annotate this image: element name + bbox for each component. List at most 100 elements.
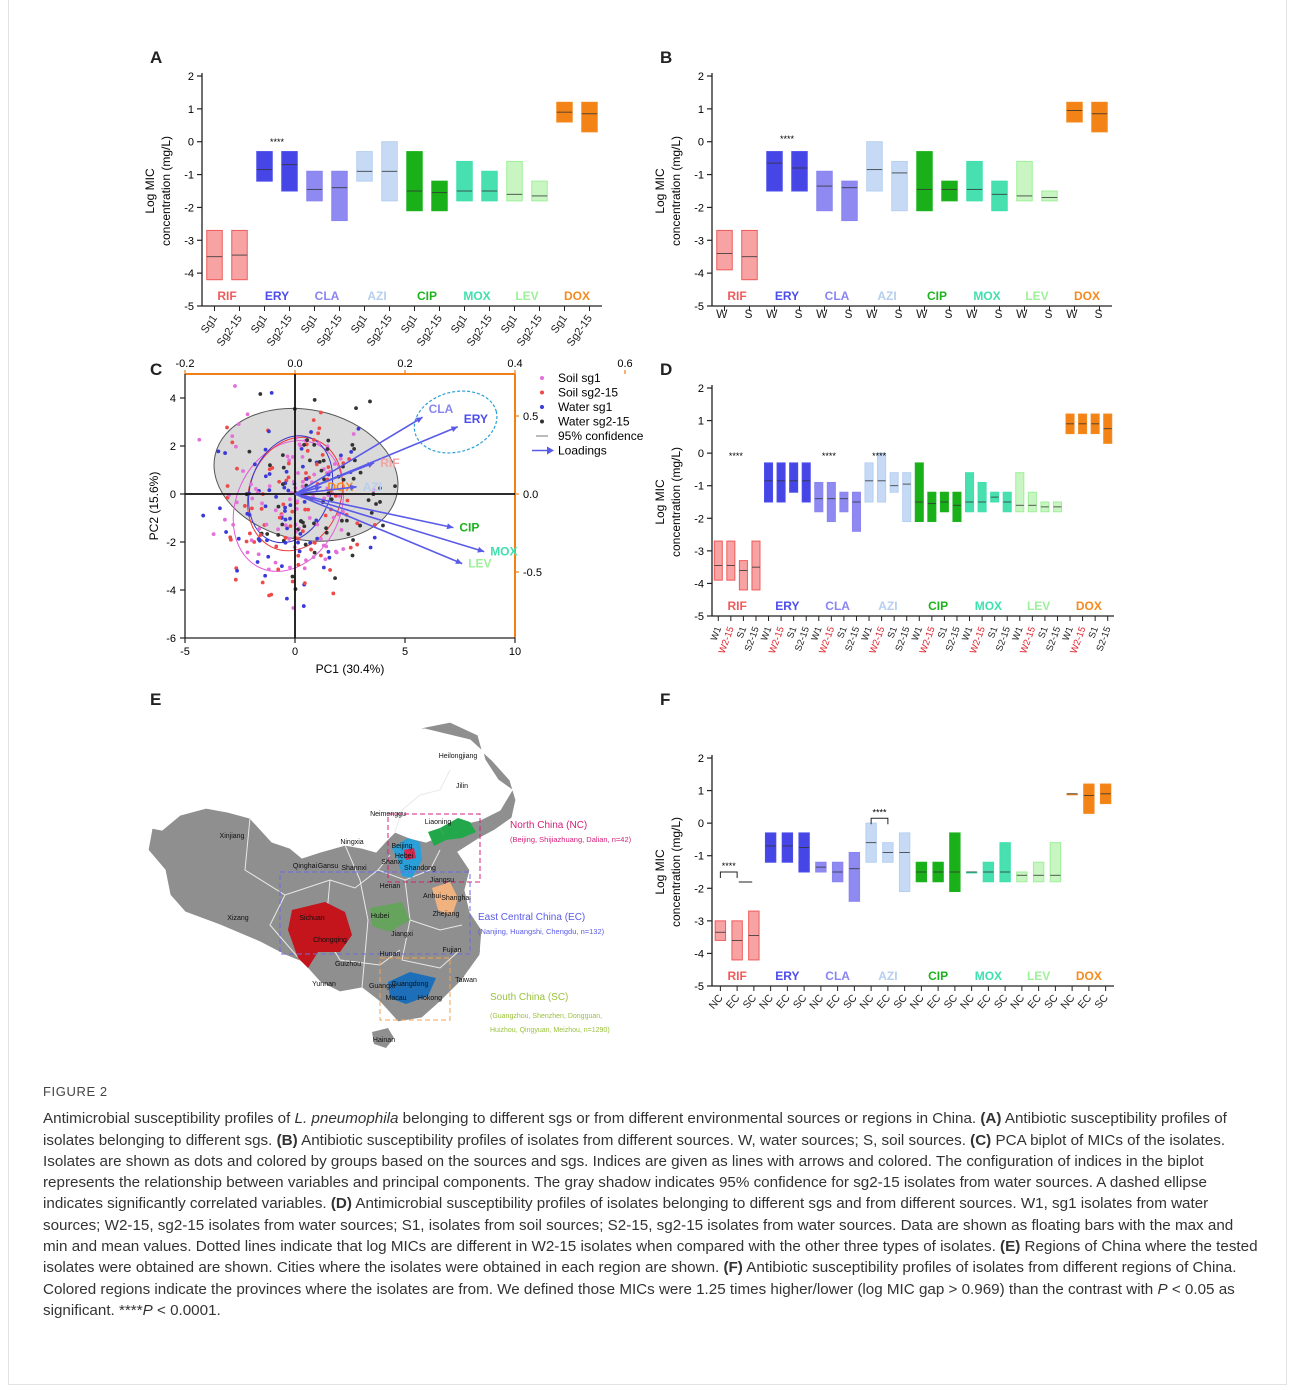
pca-point xyxy=(321,458,326,463)
top-tick-label: 0.2 xyxy=(397,358,412,370)
y-tick-label: -2 xyxy=(184,202,194,214)
y-tick-label: 0 xyxy=(698,818,704,830)
pca-point xyxy=(247,512,252,517)
x-tick-label: NC xyxy=(757,992,776,1012)
pca-point xyxy=(274,544,279,549)
x-tick-label: W xyxy=(1016,307,1028,321)
taiwan-island xyxy=(472,935,480,960)
x-tick-label: Sg1 xyxy=(299,313,320,336)
x-tick-label: S1 xyxy=(835,625,849,640)
x-tick-label: SC xyxy=(791,992,810,1011)
loading-arrowhead xyxy=(415,417,423,424)
province-label: Shanghai xyxy=(441,895,471,902)
pca-point xyxy=(325,447,330,451)
pca-point xyxy=(241,469,245,473)
significance-marker: **** xyxy=(872,451,887,461)
x-tick-label: SC xyxy=(942,992,961,1011)
loading-label-cla: CLA xyxy=(429,402,454,416)
pca-point xyxy=(201,513,206,518)
pca-point xyxy=(233,444,238,449)
pca-point xyxy=(299,519,303,523)
x-tick-label: W xyxy=(766,307,778,321)
drug-label-ery: ERY xyxy=(775,969,799,983)
x-tick-label: S xyxy=(844,307,852,321)
pca-point xyxy=(280,522,285,527)
floating-bar xyxy=(877,452,887,503)
pca-point xyxy=(296,536,301,541)
pca-point xyxy=(316,431,321,436)
province-label: Taiwan xyxy=(455,977,477,984)
drug-label-cip: CIP xyxy=(928,599,948,613)
region-heilongjiang-jilin xyxy=(440,818,476,840)
y-tick-label: -5 xyxy=(694,981,704,993)
pca-point xyxy=(283,517,288,522)
confidence-ellipse-water-sg1 xyxy=(248,435,334,544)
province-label: Liaoning xyxy=(425,819,452,826)
floating-bar xyxy=(866,141,883,192)
caption-intro-a: Antimicrobial susceptibility profiles of xyxy=(43,1110,295,1128)
pca-point xyxy=(290,574,295,579)
x-tick-label: Sg1 xyxy=(549,313,570,336)
y-axis-label: PC2 (15.6%) xyxy=(147,472,161,541)
y-axis-label-2: concentration (mg/L) xyxy=(669,817,683,927)
legend-label: Water sg2-15 xyxy=(558,415,630,429)
pca-point xyxy=(332,462,337,466)
y-tick-label: 2 xyxy=(698,71,704,83)
province-label: Fujian xyxy=(442,947,461,954)
panel-letter-a: A xyxy=(150,48,163,67)
floating-bar xyxy=(1016,871,1028,883)
drug-label-lev: LEV xyxy=(1027,599,1050,613)
x-tick-label: -5 xyxy=(180,646,190,658)
x-tick-label: S1 xyxy=(785,625,799,640)
floating-bar xyxy=(1027,491,1037,513)
legend-label: Soil sg2-15 xyxy=(558,386,618,400)
pca-point xyxy=(318,410,323,415)
pca-point xyxy=(322,477,326,482)
pca-point xyxy=(245,412,250,417)
pca-point xyxy=(228,537,233,542)
x-tick-label: W1 xyxy=(809,625,824,642)
x-tick-label: Sg1 xyxy=(199,313,220,336)
pca-point xyxy=(285,454,290,459)
floating-bar xyxy=(713,540,723,581)
y-axis-label-1: Log MIC xyxy=(653,168,667,214)
floating-bar xyxy=(864,462,874,503)
pca-point xyxy=(224,530,228,534)
pca-point xyxy=(368,399,372,404)
x-tick-label: NC xyxy=(1058,992,1077,1012)
x-tick-label: 10 xyxy=(509,646,521,658)
pca-point xyxy=(296,471,300,475)
pca-point xyxy=(295,499,300,504)
pca-point xyxy=(264,522,269,527)
floating-bar xyxy=(991,180,1008,212)
y-tick-label: -4 xyxy=(166,585,176,597)
pca-point xyxy=(356,426,361,431)
y-tick-label: -4 xyxy=(184,268,194,280)
pca-point xyxy=(355,521,360,526)
floating-bar xyxy=(798,832,810,873)
correlated-variables-ellipse xyxy=(413,390,498,454)
x-tick-label: EC xyxy=(1025,992,1044,1011)
pca-point xyxy=(318,537,323,541)
top-tick-label: -0.2 xyxy=(176,358,195,370)
floating-bar xyxy=(914,462,924,523)
pca-point xyxy=(285,596,289,601)
pca-point xyxy=(331,591,336,596)
caption-d-text: Antimicrobial susceptibility profiles of… xyxy=(43,1195,1234,1256)
floating-bar xyxy=(816,170,833,212)
x-tick-label: Sg1 xyxy=(399,313,420,336)
floating-bar xyxy=(949,832,961,893)
hainan-island xyxy=(372,1028,394,1048)
pca-point xyxy=(249,538,254,543)
floating-bar xyxy=(531,180,548,202)
loading-arrowhead xyxy=(477,546,485,553)
caption-f-text-2: < 0.05 as significant. **** xyxy=(43,1280,1235,1319)
pca-point xyxy=(371,488,376,493)
pca-point xyxy=(260,501,264,506)
x-tick-label: SC xyxy=(1092,992,1111,1011)
x-tick-label: NC xyxy=(857,992,876,1012)
drug-label-azi: AZI xyxy=(877,289,896,303)
loading-arrow-mox xyxy=(294,493,485,553)
floating-bar xyxy=(966,160,983,202)
pca-point xyxy=(351,538,355,542)
